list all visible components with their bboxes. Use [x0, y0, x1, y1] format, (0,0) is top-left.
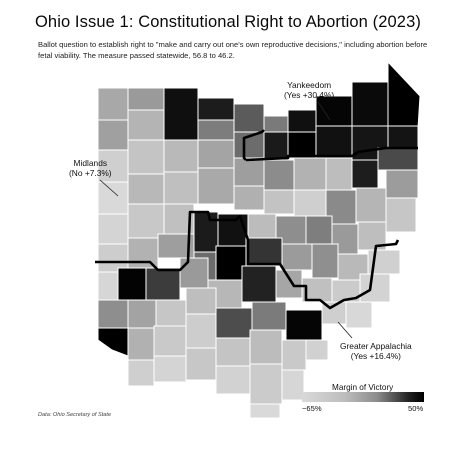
county — [127, 139, 165, 175]
region-label-yankeedom: Yankeedom (Yes +30.4%) — [284, 80, 334, 100]
county — [127, 299, 157, 329]
county — [249, 329, 283, 365]
region-label-greater-appalachia: Greater Appalachia (Yes +16.4%) — [340, 341, 412, 361]
region-name: Greater Appalachia — [340, 341, 412, 351]
county — [97, 327, 129, 357]
county — [97, 149, 129, 183]
county — [275, 269, 303, 299]
county — [387, 60, 421, 129]
county — [193, 211, 219, 253]
county — [281, 243, 313, 271]
county — [345, 301, 373, 329]
county — [215, 365, 251, 395]
county — [281, 369, 305, 401]
county — [241, 265, 277, 303]
legend-max-label: 50% — [408, 404, 424, 413]
county — [293, 189, 327, 217]
county — [287, 131, 317, 159]
county — [293, 157, 327, 191]
county — [263, 131, 289, 161]
source-note: Data: Ohio Secretary of State — [38, 412, 112, 418]
county — [315, 95, 353, 127]
county — [127, 173, 165, 205]
county — [127, 87, 165, 111]
county — [97, 181, 129, 215]
county — [197, 139, 235, 169]
legend-title: Margin of Victory — [332, 383, 394, 392]
county — [127, 203, 165, 239]
county — [233, 157, 265, 187]
county — [281, 339, 307, 371]
county — [163, 171, 199, 205]
county — [377, 147, 419, 171]
county — [385, 197, 417, 233]
county — [305, 339, 329, 361]
county — [145, 267, 181, 301]
county — [263, 159, 295, 191]
county — [117, 267, 147, 301]
appalachia-leader — [337, 321, 353, 339]
county — [351, 159, 379, 189]
county — [163, 139, 199, 173]
county — [251, 301, 287, 331]
county — [387, 125, 419, 149]
county — [153, 325, 187, 357]
county — [285, 309, 323, 341]
county — [311, 243, 339, 279]
county — [127, 237, 159, 269]
county — [233, 185, 265, 211]
county — [185, 347, 217, 381]
county — [233, 103, 265, 133]
county — [359, 273, 391, 303]
region-result: (No +7.3%) — [69, 168, 112, 178]
county — [97, 243, 129, 273]
county — [197, 97, 235, 121]
county — [97, 271, 119, 301]
county — [155, 299, 187, 327]
county — [97, 213, 129, 245]
county — [247, 213, 277, 239]
county — [215, 337, 251, 367]
county — [153, 355, 187, 383]
county — [163, 87, 199, 141]
county — [127, 109, 165, 141]
region-name: Yankeedom — [287, 80, 332, 90]
region-result: (Yes +16.4%) — [350, 351, 401, 361]
county — [385, 169, 419, 199]
yankeedom-leader — [317, 101, 331, 121]
county — [185, 287, 217, 315]
county-layer — [97, 60, 421, 419]
county — [315, 125, 353, 159]
county — [263, 115, 289, 133]
county — [325, 157, 353, 191]
map-subtitle: Ballot question to establish right to "m… — [38, 40, 428, 60]
county — [249, 403, 281, 419]
county — [197, 167, 235, 205]
county — [97, 119, 129, 151]
map-title: Ohio Issue 1: Constitutional Right to Ab… — [35, 13, 421, 31]
county — [249, 363, 283, 405]
county — [185, 313, 217, 349]
county — [305, 215, 333, 245]
county — [215, 307, 253, 339]
county — [197, 119, 235, 141]
region-name: Midlands — [73, 158, 108, 168]
county — [97, 87, 129, 121]
midlands-leader — [99, 179, 119, 197]
region-result: (Yes +30.4%) — [284, 90, 335, 100]
county — [127, 359, 155, 387]
county — [179, 257, 209, 289]
region-label-midlands: Midlands (No +7.3%) — [69, 158, 112, 178]
county — [245, 237, 283, 267]
region-boundaries — [95, 129, 418, 310]
county — [97, 299, 129, 329]
legend-min-label: −65% — [302, 404, 322, 413]
county — [287, 109, 317, 133]
county — [351, 81, 389, 127]
county — [355, 187, 387, 223]
legend-color-bar — [302, 392, 424, 402]
county — [127, 327, 155, 361]
county — [263, 189, 295, 215]
